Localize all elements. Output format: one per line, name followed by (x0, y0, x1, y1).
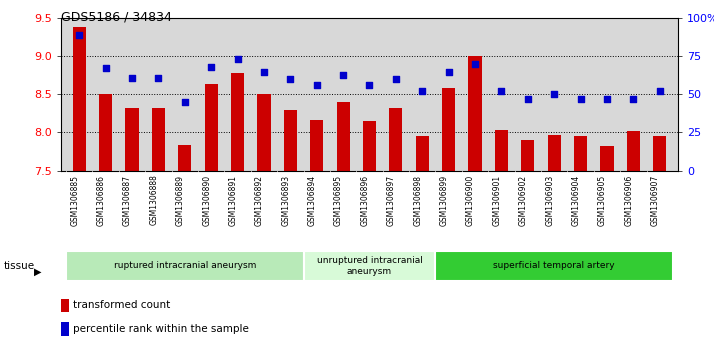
Bar (363, 121, 376, 171)
Text: unruptured intracranial
aneurysm: unruptured intracranial aneurysm (316, 256, 423, 276)
Bar (61, 322, 69, 336)
Text: GSM1306893: GSM1306893 (281, 175, 291, 226)
Point (232, 56, 243, 62)
Text: tissue: tissue (4, 261, 35, 271)
Text: GSM1306889: GSM1306889 (176, 175, 185, 225)
Text: superficial temporal artery: superficial temporal artery (493, 261, 615, 270)
Text: GSM1306906: GSM1306906 (625, 175, 633, 226)
Bar (600, 146, 613, 171)
Text: GSM1306890: GSM1306890 (202, 175, 211, 226)
Text: GSM1306894: GSM1306894 (308, 175, 317, 226)
Text: GDS5186 / 34834: GDS5186 / 34834 (61, 11, 171, 24)
Point (628, 96, 639, 102)
Text: GSM1306907: GSM1306907 (651, 175, 660, 226)
Bar (126, 108, 139, 171)
Bar (310, 119, 323, 171)
Text: GSM1306892: GSM1306892 (255, 175, 264, 225)
Text: GSM1306900: GSM1306900 (466, 175, 475, 226)
Bar (521, 140, 535, 171)
Text: GSM1306898: GSM1306898 (413, 175, 422, 225)
Point (601, 96, 613, 102)
Text: GSM1306886: GSM1306886 (96, 175, 106, 225)
Bar (73, 27, 86, 171)
Bar (416, 135, 429, 171)
Bar (303, 251, 436, 281)
Point (443, 69, 454, 74)
Text: GSM1306902: GSM1306902 (519, 175, 528, 226)
Bar (548, 135, 561, 171)
Text: transformed count: transformed count (74, 301, 171, 310)
Bar (61, 299, 69, 312)
Text: GSM1306897: GSM1306897 (387, 175, 396, 226)
Bar (436, 251, 673, 281)
Point (575, 96, 586, 102)
Text: GSM1306903: GSM1306903 (545, 175, 554, 226)
Text: GSM1306888: GSM1306888 (149, 175, 159, 225)
Bar (336, 102, 350, 171)
Bar (99, 94, 112, 171)
Point (126, 75, 138, 81)
Point (416, 89, 428, 94)
Point (258, 69, 270, 74)
Point (548, 91, 560, 97)
Point (285, 76, 296, 82)
Point (311, 82, 323, 88)
Bar (574, 136, 587, 171)
Point (100, 66, 111, 72)
Bar (257, 94, 271, 171)
Bar (283, 110, 297, 171)
Bar (152, 108, 165, 171)
Text: GSM1306896: GSM1306896 (361, 175, 370, 226)
Text: GSM1306891: GSM1306891 (228, 175, 238, 225)
Bar (495, 130, 508, 171)
Text: ruptured intracranial aneurysm: ruptured intracranial aneurysm (114, 261, 256, 270)
Text: GSM1306901: GSM1306901 (493, 175, 501, 226)
Point (153, 75, 164, 81)
Text: ▶: ▶ (34, 266, 42, 276)
Point (179, 99, 191, 105)
Point (469, 61, 481, 67)
Bar (178, 146, 191, 171)
Text: GSM1306895: GSM1306895 (334, 175, 343, 226)
Bar (653, 135, 666, 171)
Bar (468, 56, 482, 171)
Point (654, 89, 665, 94)
Text: GSM1306885: GSM1306885 (70, 175, 79, 225)
Bar (627, 131, 640, 171)
Point (206, 64, 217, 70)
Point (496, 89, 507, 94)
Point (390, 76, 401, 82)
Bar (231, 73, 244, 171)
Text: GSM1306905: GSM1306905 (598, 175, 607, 226)
Text: GSM1306899: GSM1306899 (440, 175, 448, 226)
Point (74, 32, 85, 38)
Point (363, 82, 375, 88)
Bar (204, 85, 218, 171)
Bar (442, 88, 456, 171)
Text: GSM1306904: GSM1306904 (572, 175, 580, 226)
Text: percentile rank within the sample: percentile rank within the sample (74, 324, 249, 334)
Bar (66, 251, 303, 281)
Bar (389, 108, 403, 171)
Point (338, 72, 349, 77)
Point (522, 96, 533, 102)
Text: GSM1306887: GSM1306887 (123, 175, 132, 225)
